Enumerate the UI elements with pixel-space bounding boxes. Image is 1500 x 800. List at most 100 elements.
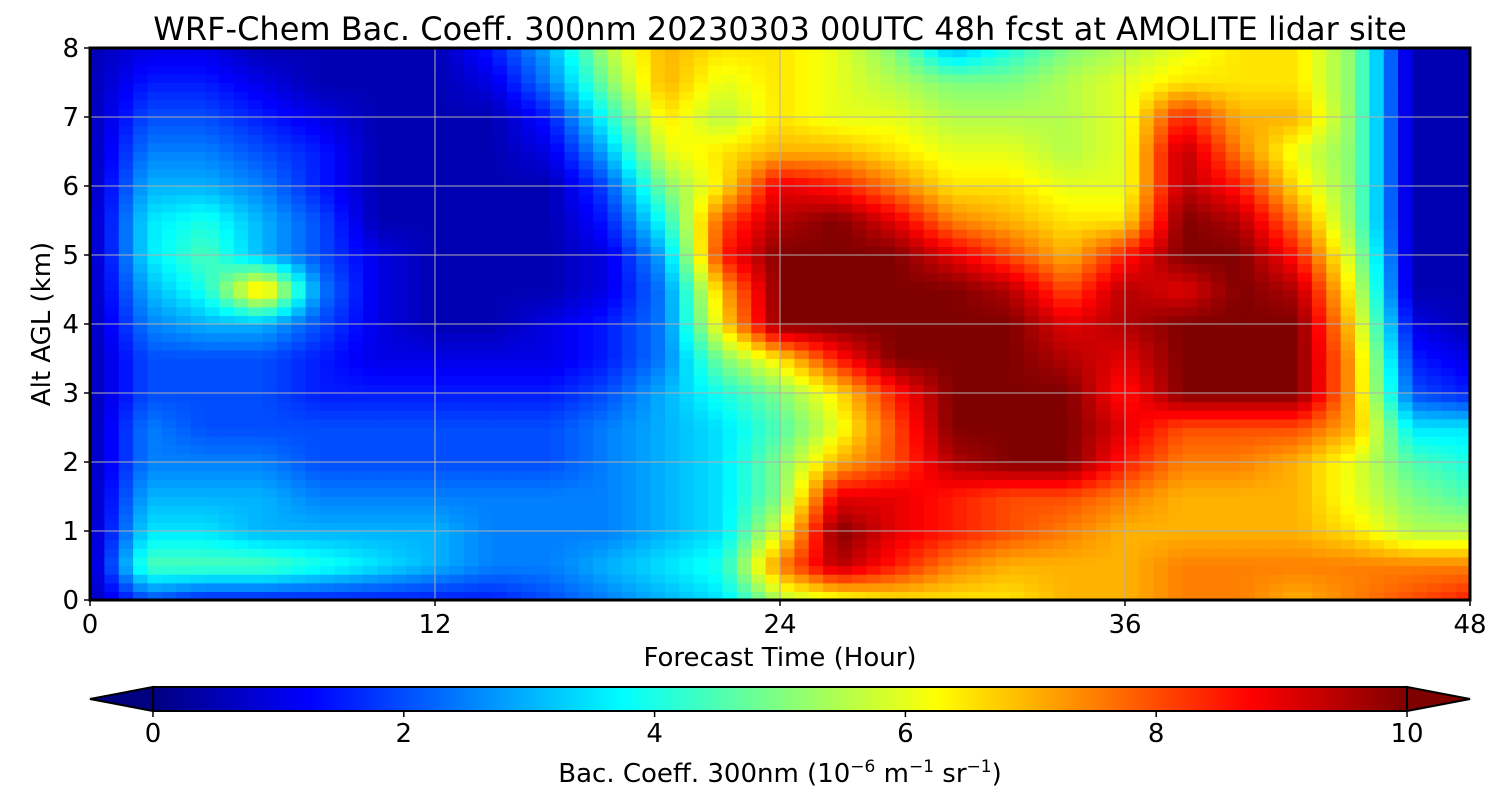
heatmap-cell bbox=[1326, 375, 1342, 385]
heatmap-cell bbox=[679, 263, 695, 273]
heatmap-cell bbox=[607, 505, 623, 515]
heatmap-cell bbox=[463, 418, 479, 429]
heatmap-cell bbox=[607, 384, 623, 394]
heatmap-cell bbox=[449, 220, 465, 230]
heatmap-cell bbox=[808, 436, 824, 446]
heatmap-cell bbox=[1153, 358, 1169, 368]
heatmap-cell bbox=[736, 186, 752, 196]
heatmap-cell bbox=[708, 470, 724, 480]
heatmap-cell bbox=[593, 367, 609, 377]
heatmap-cell bbox=[90, 487, 105, 498]
heatmap-cell bbox=[923, 574, 939, 584]
heatmap-cell bbox=[219, 332, 235, 342]
heatmap-cell bbox=[607, 453, 623, 463]
heatmap-cell bbox=[449, 539, 465, 549]
heatmap-cell bbox=[262, 418, 278, 429]
heatmap-cell bbox=[1096, 289, 1112, 299]
heatmap-cell bbox=[1240, 306, 1255, 316]
heatmap-cell bbox=[1110, 574, 1126, 584]
heatmap-cell bbox=[550, 375, 565, 385]
heatmap-cell bbox=[693, 341, 709, 351]
heatmap-cell bbox=[205, 436, 220, 446]
heatmap-cell bbox=[952, 591, 968, 600]
heatmap-cell bbox=[1211, 539, 1227, 549]
heatmap-cell bbox=[463, 410, 479, 420]
heatmap-cell bbox=[291, 556, 307, 567]
heatmap-cell bbox=[808, 203, 824, 213]
heatmap-cell bbox=[104, 410, 120, 420]
heatmap-cell bbox=[377, 505, 393, 515]
heatmap-cell bbox=[535, 539, 551, 549]
heatmap-cell bbox=[1139, 324, 1155, 334]
heatmap-cell bbox=[751, 574, 767, 584]
heatmap-cell bbox=[722, 151, 738, 161]
heatmap-cell bbox=[851, 246, 867, 256]
heatmap-cell bbox=[1168, 237, 1184, 247]
heatmap-cell bbox=[880, 367, 896, 377]
heatmap-cell bbox=[1139, 289, 1155, 299]
heatmap-cell bbox=[708, 177, 724, 187]
heatmap-cell bbox=[607, 531, 623, 541]
heatmap-cell bbox=[449, 436, 465, 446]
heatmap-cell bbox=[621, 203, 637, 213]
heatmap-cell bbox=[765, 436, 781, 446]
heatmap-cell bbox=[161, 272, 177, 282]
heatmap-cell bbox=[1096, 444, 1112, 454]
heatmap-cell bbox=[650, 410, 666, 420]
heatmap-cell bbox=[938, 591, 954, 600]
heatmap-cell bbox=[679, 548, 695, 558]
heatmap-cell bbox=[578, 255, 594, 265]
heatmap-cell bbox=[708, 186, 724, 196]
heatmap-cell bbox=[363, 280, 379, 291]
heatmap-cell bbox=[550, 462, 565, 472]
heatmap-cell bbox=[636, 151, 652, 161]
heatmap-cell bbox=[952, 479, 968, 489]
heatmap-cell bbox=[305, 487, 321, 498]
heatmap-cell bbox=[1211, 306, 1227, 316]
heatmap-cell bbox=[1038, 151, 1054, 161]
heatmap-cell bbox=[205, 582, 220, 592]
heatmap-cell bbox=[463, 539, 479, 549]
heatmap-cell bbox=[722, 522, 738, 532]
heatmap-cell bbox=[765, 393, 781, 403]
heatmap-cell bbox=[1283, 367, 1299, 377]
heatmap-cell bbox=[463, 211, 479, 222]
heatmap-cell bbox=[938, 263, 954, 273]
heatmap-cell bbox=[1168, 358, 1184, 368]
heatmap-cell bbox=[348, 315, 364, 325]
heatmap-cell bbox=[1125, 574, 1140, 584]
heatmap-cell bbox=[1182, 436, 1198, 446]
heatmap-cell bbox=[851, 384, 867, 394]
heatmap-cell bbox=[205, 539, 220, 549]
heatmap-cell bbox=[276, 444, 292, 454]
heatmap-cell bbox=[708, 151, 724, 161]
heatmap-cell bbox=[320, 462, 335, 472]
heatmap-cell bbox=[607, 160, 623, 170]
heatmap-cell bbox=[305, 194, 321, 204]
heatmap-cell bbox=[506, 246, 522, 256]
heatmap-cell bbox=[1398, 280, 1414, 291]
heatmap-cell bbox=[578, 306, 594, 316]
heatmap-cell bbox=[1168, 565, 1184, 575]
heatmap-cell bbox=[837, 375, 853, 385]
heatmap-cell bbox=[736, 211, 752, 222]
heatmap-cell bbox=[1038, 539, 1054, 549]
heatmap-cell bbox=[1240, 462, 1255, 472]
heatmap-cell bbox=[391, 220, 407, 230]
heatmap-cell bbox=[420, 280, 436, 291]
heatmap-cell bbox=[219, 505, 235, 515]
heatmap-cell bbox=[593, 186, 609, 196]
heatmap-cell bbox=[1153, 211, 1169, 222]
heatmap-cell bbox=[765, 367, 781, 377]
heatmap-cell bbox=[966, 444, 982, 454]
heatmap-cell bbox=[205, 289, 220, 299]
heatmap-cell bbox=[607, 470, 623, 480]
heatmap-cell bbox=[1355, 160, 1370, 170]
heatmap-cell bbox=[348, 280, 364, 291]
heatmap-cell bbox=[550, 591, 565, 600]
heatmap-cell bbox=[1240, 358, 1255, 368]
heatmap-cell bbox=[535, 531, 551, 541]
heatmap-cell bbox=[938, 229, 954, 239]
heatmap-cell bbox=[291, 591, 307, 600]
heatmap-cell bbox=[104, 505, 120, 515]
